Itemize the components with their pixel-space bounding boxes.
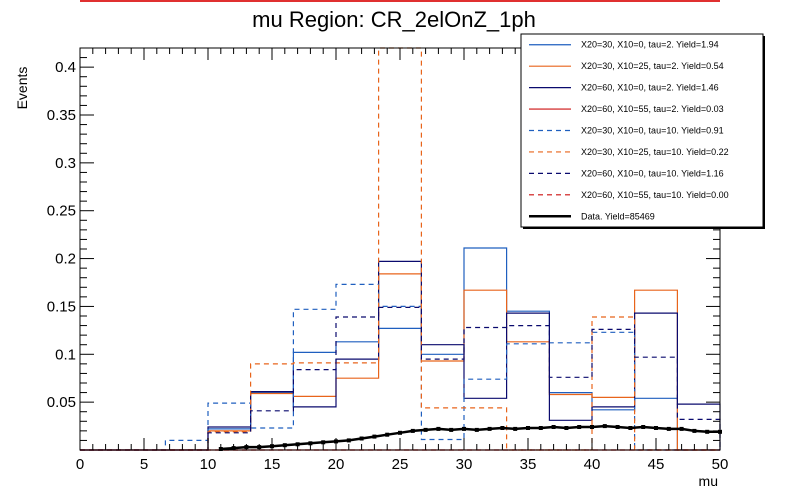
data-point [615,425,620,429]
data-point [692,428,697,433]
data-point [538,426,543,430]
legend-entry-label: X20=60, X10=55, tau=10. Yield=0.00 [581,190,729,200]
histogram-series-3 [80,260,721,451]
data-point [436,426,441,431]
x-tick-label: 45 [648,456,665,473]
data-point [308,441,313,446]
data-point [590,425,594,429]
y-tick-label: 0.35 [47,107,76,124]
legend-entry-label: X20=30, X10=0, tau=2. Yield=1.94 [581,40,719,50]
x-tick-label: 25 [392,456,409,473]
data-point [705,429,710,434]
legend-entry-label: X20=30, X10=25, tau=2. Yield=0.54 [581,61,724,71]
legend-entry-label: X20=30, X10=0, tau=10. Yield=0.91 [581,126,724,136]
legend-entry-label: X20=30, X10=25, tau=10. Yield=0.22 [581,147,729,157]
data-point [602,424,607,429]
y-axis-label: Events [14,67,30,110]
data-point [346,438,351,443]
data-point [372,434,377,439]
y-tick-label: 0.05 [47,394,76,411]
y-tick-label: 0.15 [47,298,76,315]
x-tick-label: 5 [140,456,148,473]
x-tick-label: 15 [264,456,281,473]
x-tick-label: 40 [584,456,601,473]
y-tick-label: 0.1 [55,346,76,363]
y-tick-label: 0.25 [47,203,76,220]
histogram-series-5 [80,283,720,451]
x-tick-label: 35 [520,456,537,473]
data-point [359,436,364,441]
legend: X20=30, X10=0, tau=2. Yield=1.94 X20=30, … [520,33,765,229]
data-point [449,427,454,432]
data-point [628,426,633,430]
data-point [385,432,390,437]
data-point [513,426,518,431]
y-tick-label: 0.3 [55,155,76,172]
data-point [641,425,646,429]
data-point [462,426,466,431]
data-point [410,428,415,433]
data-series-line [220,424,720,451]
legend-entry-label: X20=60, X10=0, tau=10. Yield=1.16 [581,168,724,178]
data-point [666,426,671,431]
data-point [526,426,530,430]
data-point [654,426,658,430]
histogram-series-7 [80,306,721,451]
y-tick-label: 0.4 [55,59,76,76]
data-point [474,427,479,432]
x-tick-label: 30 [456,456,473,473]
histogram-series-2 [80,273,720,451]
data-point [487,426,492,431]
legend-entry-label: X20=60, X10=0, tau=2. Yield=1.46 [581,83,719,93]
data-point [551,425,556,429]
data-point [564,426,569,430]
x-tick-label: 10 [200,456,217,473]
data-point [577,425,582,429]
legend-entry-label: X20=60, X10=55, tau=2. Yield=0.03 [581,104,724,114]
chart-title: mu Region: CR_2elOnZ_1ph [252,7,536,32]
x-tick-label: 20 [328,456,345,473]
x-axis-label: mu [699,473,718,489]
data-point [398,430,402,435]
histogram-series-1 [80,247,720,451]
axes: 0 5 10 15 20 25 30 35 40 45 50 0.05 0.1 0.15 0.2 0.25 0.… [47,47,729,473]
data-point [679,426,684,431]
legend-entry-label: Data. Yield=85469 [581,211,655,221]
data-point [500,426,505,430]
x-tick-label: 50 [712,456,729,473]
x-tick-label: 0 [76,456,84,473]
data-point [423,427,428,432]
data-point [321,440,326,445]
y-tick-label: 0.2 [55,251,76,268]
